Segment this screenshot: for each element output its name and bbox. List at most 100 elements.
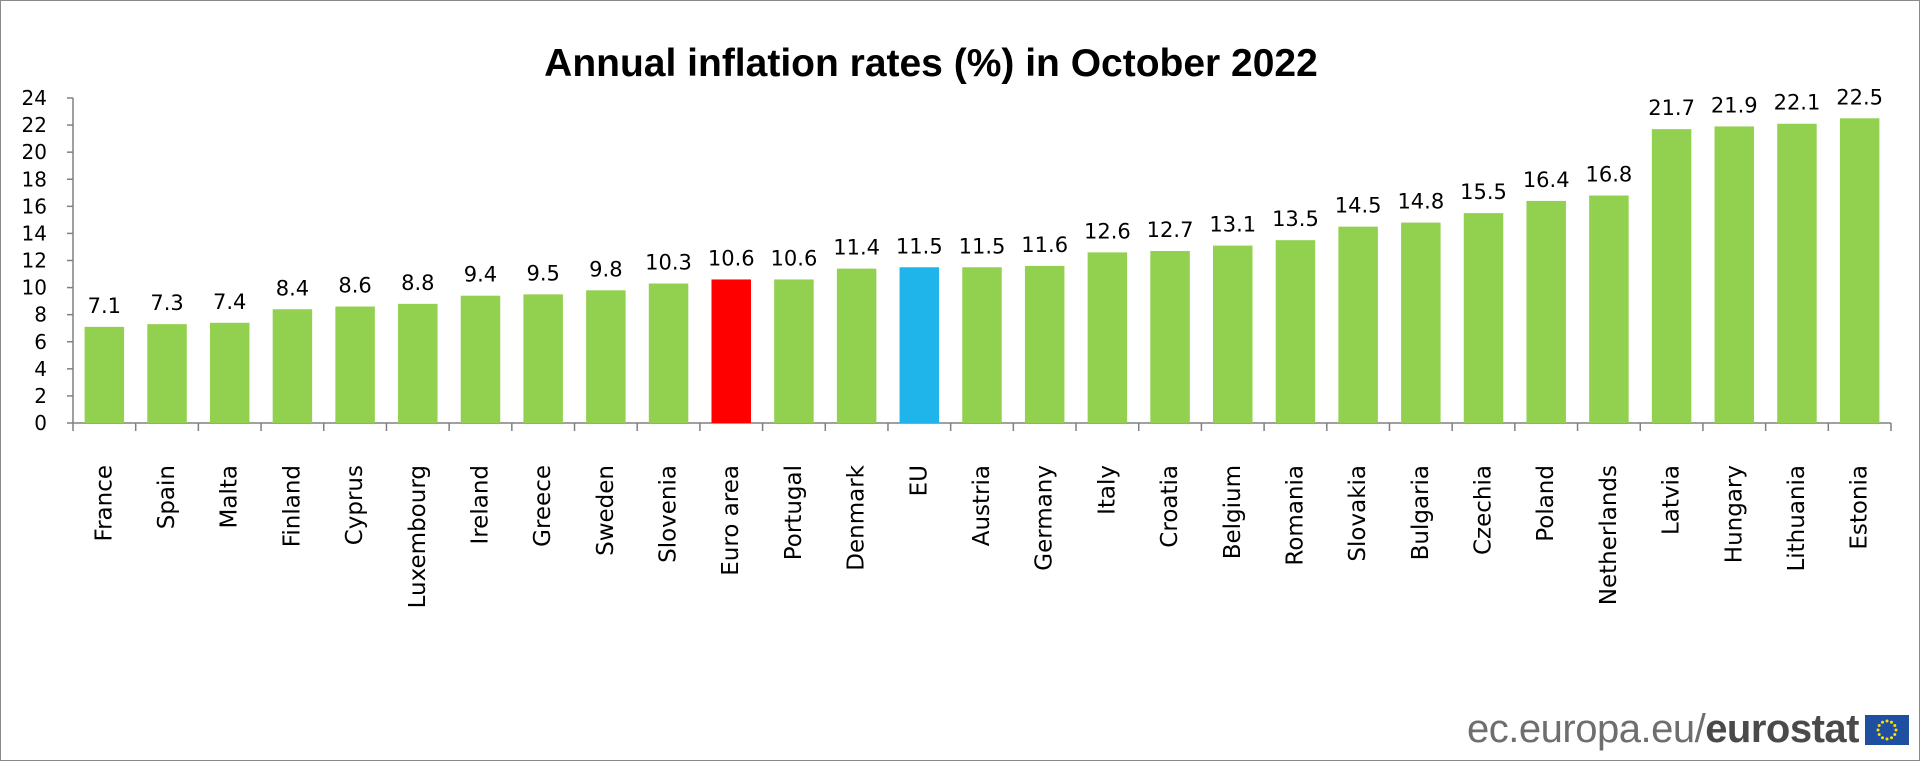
y-tick-label: 2 [34, 384, 47, 408]
y-tick-label: 12 [22, 249, 47, 273]
bar-euro-area [711, 279, 751, 423]
data-label: 8.8 [401, 271, 434, 295]
category-label: Luxembourg [405, 465, 431, 608]
source-url[interactable]: ec.europa.eu/eurostat [1467, 707, 1859, 752]
data-label: 9.8 [589, 257, 622, 281]
data-label: 11.6 [1021, 233, 1068, 257]
data-label: 11.4 [833, 236, 880, 260]
data-label: 11.5 [959, 234, 1006, 258]
value-labels: 7.1 7.3 7.4 8.4 8.6 8.8 9.4 9.5 9.8 10.3 10.6 10.6 1… [88, 85, 1883, 318]
chart-title: Annual inflation rates (%) in October 20… [544, 42, 1318, 85]
data-label: 9.5 [526, 261, 559, 285]
category-label: Ireland [467, 465, 493, 545]
category-label: Cyprus [342, 465, 368, 545]
source-site: ec.europa.eu/ [1467, 707, 1706, 751]
category-label: Lithuania [1784, 465, 1810, 572]
data-label: 21.9 [1711, 93, 1758, 117]
category-label: Hungary [1721, 465, 1747, 563]
flag-star [1881, 735, 1884, 739]
bar-spain [147, 324, 187, 423]
eu-flag-icon [1865, 714, 1909, 745]
data-label: 14.8 [1397, 190, 1444, 214]
data-label: 9.4 [464, 263, 497, 287]
bar-italy [1087, 252, 1128, 423]
category-label: Poland [1533, 465, 1559, 542]
flag-star [1885, 737, 1889, 740]
category-label: Finland [279, 465, 305, 547]
data-label: 10.6 [708, 246, 755, 270]
data-label: 7.1 [88, 294, 121, 318]
data-label: 16.4 [1523, 168, 1570, 192]
bar-belgium [1213, 245, 1253, 423]
y-tick-label: 4 [34, 357, 47, 381]
bar-slovakia [1338, 226, 1378, 423]
data-label: 7.4 [213, 290, 246, 314]
y-tick-label: 22 [22, 113, 47, 137]
bar-bulgaria [1401, 222, 1441, 423]
category-label: Spain [154, 465, 180, 529]
flag-star [1894, 728, 1898, 731]
data-label: 12.7 [1147, 218, 1194, 242]
category-labels: France Spain Malta Finland Cyprus Luxembourg I… [91, 464, 1872, 608]
data-label: 10.6 [771, 246, 818, 270]
data-label: 14.5 [1335, 194, 1382, 218]
data-label: 11.5 [896, 234, 943, 258]
data-label: 7.3 [150, 291, 183, 315]
flag-star [1877, 723, 1881, 727]
x-axis [72, 422, 1892, 431]
category-label: Austria [969, 465, 995, 546]
category-label: Czechia [1471, 465, 1497, 555]
bar-croatia [1150, 251, 1190, 423]
bar-luxembourg [398, 303, 438, 423]
category-label: Croatia [1157, 465, 1183, 548]
y-tick-label: 8 [34, 303, 47, 327]
bar-cyprus [335, 306, 375, 423]
y-tick-label: 20 [22, 140, 47, 164]
data-label: 8.6 [338, 274, 371, 298]
bar-finland [272, 309, 313, 423]
y-tick-label: 10 [22, 276, 47, 300]
eurostat-brand: eurostat [1705, 707, 1859, 751]
category-label: Portugal [781, 465, 807, 560]
category-label: Bulgaria [1408, 465, 1434, 560]
data-label: 13.5 [1272, 207, 1319, 231]
data-label: 22.1 [1774, 91, 1821, 115]
flag-star [1885, 719, 1889, 722]
category-label: Greece [530, 465, 556, 547]
bar-czechia [1463, 213, 1504, 423]
category-label: Latvia [1659, 465, 1685, 535]
bar-lithuania [1777, 123, 1817, 424]
data-label: 16.8 [1586, 163, 1633, 187]
category-label: Euro area [718, 465, 744, 576]
category-label: Italy [1094, 465, 1120, 515]
bar-slovenia [648, 283, 689, 423]
data-label: 12.6 [1084, 219, 1131, 243]
category-label: Malta [217, 465, 243, 528]
bar-sweden [586, 290, 626, 423]
flag-star [1893, 732, 1897, 736]
flag-star [1890, 735, 1893, 739]
y-tick-label: 0 [34, 411, 47, 435]
bar-eu [899, 267, 940, 423]
y-tick-label: 18 [22, 167, 47, 191]
data-label: 21.7 [1648, 96, 1695, 120]
bar-estonia [1839, 118, 1880, 423]
y-tick-label: 14 [22, 221, 47, 245]
data-label: 10.3 [645, 251, 692, 275]
data-label: 22.5 [1836, 85, 1883, 109]
category-label: EU [906, 465, 932, 496]
flag-star [1876, 728, 1880, 731]
bar-netherlands [1589, 195, 1629, 423]
category-label: Sweden [593, 465, 619, 556]
data-label: 15.5 [1460, 180, 1507, 204]
bars [84, 118, 1880, 424]
bar-poland [1526, 200, 1566, 423]
y-tick-label: 6 [34, 330, 47, 354]
category-label: Netherlands [1596, 465, 1622, 605]
category-label: Estonia [1847, 465, 1873, 550]
y-tick-label: 24 [22, 86, 47, 110]
bar-malta [209, 322, 250, 423]
